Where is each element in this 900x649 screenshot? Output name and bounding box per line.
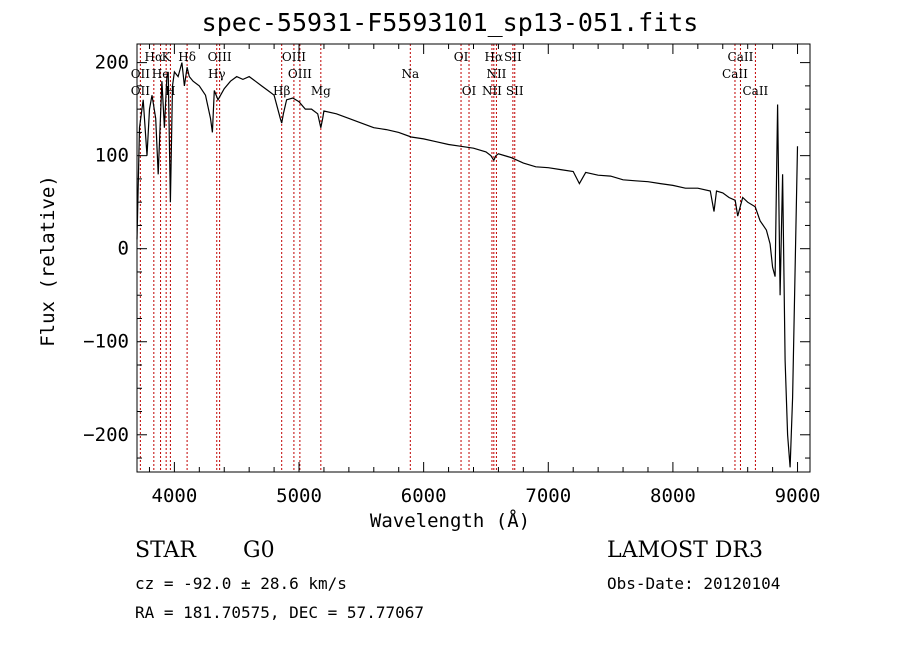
x-tick-label: 6000 <box>401 485 447 507</box>
line-label: NII <box>486 67 506 81</box>
line-label: OII <box>131 84 151 98</box>
y-axis-ticks: −200 −100 0 100 200 <box>83 52 810 459</box>
observation-date: Obs-Date: 20120104 <box>607 574 781 593</box>
line-label: Hα <box>145 50 164 64</box>
line-label: SII <box>506 84 524 98</box>
line-label: SII <box>504 50 522 64</box>
x-tick-label: 9000 <box>775 485 821 507</box>
line-label: CaII <box>742 84 768 98</box>
line-label: OIII <box>282 50 306 64</box>
redshift-velocity: cz = -92.0 ± 28.6 km/s <box>135 574 347 593</box>
y-tick-label: −100 <box>83 331 129 353</box>
object-subclass: G0 <box>243 538 275 563</box>
chart-title: spec-55931-F5593101_sp13-051.fits <box>201 8 699 37</box>
line-label: OIII <box>288 67 312 81</box>
ra-dec-coordinates: RA = 181.70575, DEC = 57.77067 <box>135 603 424 622</box>
x-tick-label: 4000 <box>152 485 198 507</box>
spectrum-line <box>136 62 799 468</box>
x-axis-ticks: 4000 5000 6000 7000 8000 9000 <box>148 44 821 507</box>
line-label: OIII <box>208 50 232 64</box>
y-tick-label: 0 <box>118 238 129 260</box>
line-label: Hβ <box>273 84 290 98</box>
y-tick-label: 200 <box>95 52 129 74</box>
y-axis-label: Flux (relative) <box>37 175 59 347</box>
x-tick-label: 7000 <box>525 485 571 507</box>
y-tick-label: −200 <box>83 424 129 446</box>
x-axis-label: Wavelength (Å) <box>369 510 531 532</box>
line-label: He <box>152 67 170 81</box>
line-label: Hγ <box>208 67 226 81</box>
survey-name: LAMOST DR3 <box>607 538 763 563</box>
x-tick-label: 5000 <box>276 485 322 507</box>
line-label: OII <box>131 67 151 81</box>
line-label: K <box>162 50 172 64</box>
line-label: NII <box>482 84 502 98</box>
object-class: STAR <box>135 538 196 563</box>
line-label: Mg <box>311 84 331 98</box>
plot-frame <box>136 43 811 473</box>
line-label: OI <box>462 84 477 98</box>
y-tick-label: 100 <box>95 145 129 167</box>
line-label: Hδ <box>178 50 196 64</box>
line-label: CaII <box>728 50 754 64</box>
line-label: H <box>165 84 175 98</box>
line-label: OI <box>454 50 469 64</box>
line-label: Na <box>401 67 419 81</box>
x-tick-label: 8000 <box>650 485 696 507</box>
emission-line-markers <box>139 44 756 472</box>
line-label: Hα <box>485 50 504 64</box>
line-label: CaII <box>722 67 748 81</box>
